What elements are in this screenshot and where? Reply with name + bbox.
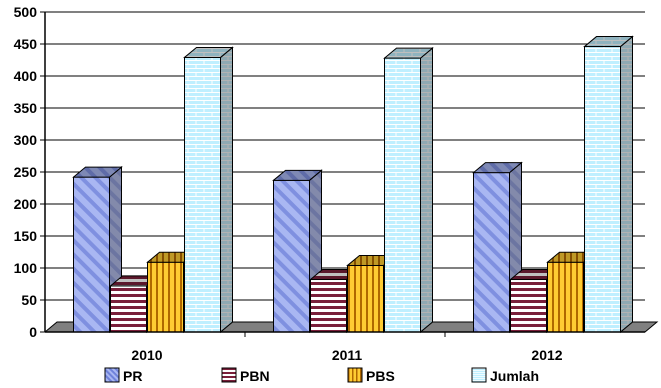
legend-label: PR — [123, 368, 142, 384]
y-tick-label: 250 — [14, 164, 38, 180]
legend-label: Jumlah — [490, 368, 539, 384]
bar-jumlah-2010 — [183, 46, 234, 334]
legend-label: PBS — [366, 368, 395, 384]
x-tick-label: 2011 — [332, 347, 363, 363]
x-tick-label: 2010 — [131, 347, 162, 363]
legend-swatch — [221, 367, 237, 383]
y-tick-label: 0 — [29, 324, 37, 340]
legend-item-pbn: PBN — [221, 367, 270, 384]
y-tick-label: 200 — [14, 196, 38, 212]
x-tick-label: 2012 — [531, 347, 562, 363]
bar-jumlah-2012 — [583, 35, 634, 334]
axes: 0 50 100 150 200 250 300 350 400 450 500 2010 2011 20… — [14, 4, 645, 363]
y-tick-label: 300 — [14, 132, 38, 148]
legend-item-pbs: PBS — [347, 367, 395, 384]
gridlines — [45, 11, 645, 301]
legend-label: PBN — [240, 368, 270, 384]
y-tick-label: 500 — [14, 4, 38, 20]
y-tick-label: 400 — [14, 68, 38, 84]
y-tick-label: 450 — [14, 36, 38, 52]
legend-item-pr: PR — [104, 367, 142, 384]
y-tick-label: 100 — [14, 260, 38, 276]
bar-jumlah-2011 — [383, 47, 434, 334]
legend: PR PBN PBS Jumlah — [104, 367, 539, 384]
y-tick-label: 50 — [21, 292, 37, 308]
legend-swatch — [471, 367, 487, 383]
y-tick-label: 150 — [14, 228, 38, 244]
legend-item-jumlah: Jumlah — [471, 367, 539, 384]
legend-swatch — [104, 367, 120, 383]
legend-swatch — [347, 367, 363, 383]
bars — [72, 35, 634, 334]
y-tick-label: 350 — [14, 100, 38, 116]
